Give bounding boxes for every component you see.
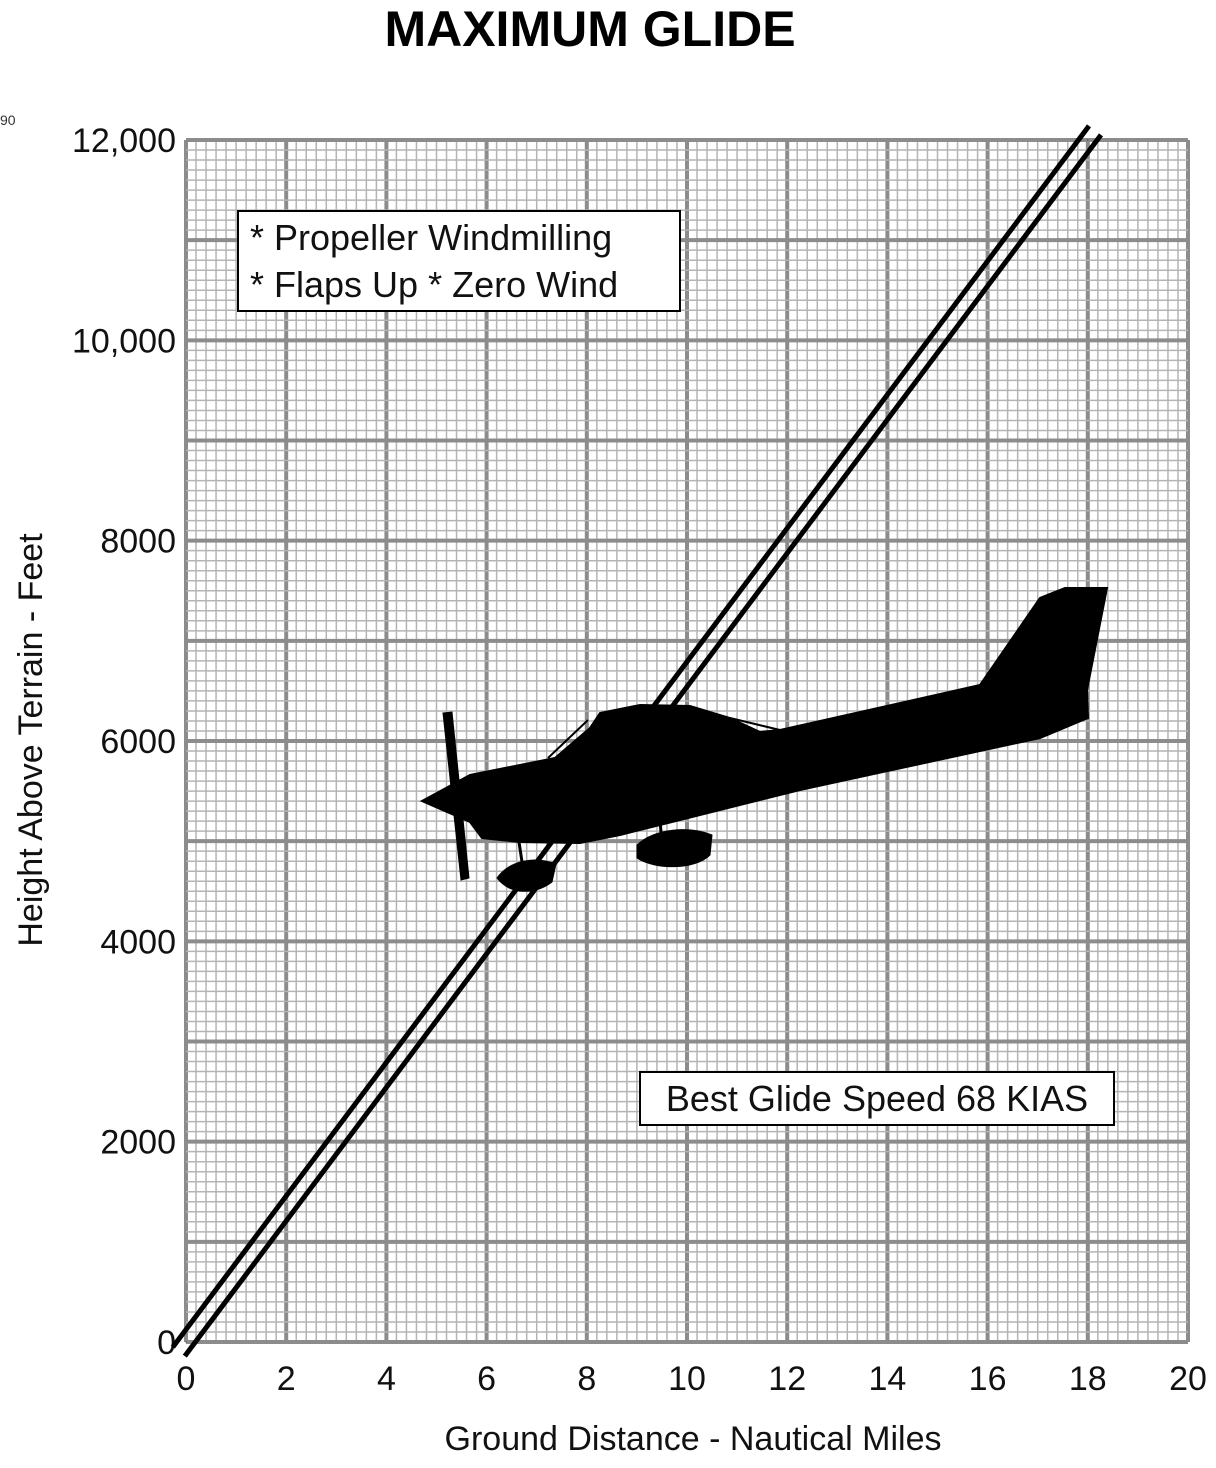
chart-title: MAXIMUM GLIDE bbox=[384, 1, 795, 57]
x-tick-label: 4 bbox=[377, 1360, 396, 1398]
data-point bbox=[185, 1341, 187, 1343]
y-axis-label: Height Above Terrain - Feet bbox=[12, 533, 50, 947]
x-tick-label: 12 bbox=[768, 1360, 806, 1398]
glide-speed-box: Best Glide Speed 68 KIAS bbox=[639, 1071, 1115, 1126]
x-tick-label: 6 bbox=[477, 1360, 496, 1398]
y-tick-label: 0 bbox=[157, 1324, 176, 1362]
y-tick-label: 6000 bbox=[100, 723, 176, 761]
x-tick-label: 14 bbox=[868, 1360, 906, 1398]
x-tick-label: 18 bbox=[1069, 1360, 1107, 1398]
y-tick-label: 4000 bbox=[100, 923, 176, 961]
y-tick-label: 8000 bbox=[100, 523, 176, 561]
y-tick-label: 2000 bbox=[100, 1124, 176, 1162]
airplane-icon bbox=[419, 587, 1109, 892]
x-axis-label: Ground Distance - Nautical Miles bbox=[445, 1420, 942, 1458]
y-tick-label: 12,000 bbox=[72, 122, 176, 160]
x-tick-label: 16 bbox=[969, 1360, 1007, 1398]
x-tick-label: 0 bbox=[177, 1360, 196, 1398]
glide-speed-label: Best Glide Speed 68 KIAS bbox=[666, 1078, 1088, 1119]
y-tick-label: 10,000 bbox=[72, 322, 176, 360]
conditions-line-1: * Propeller Windmilling bbox=[250, 217, 612, 258]
x-tick-label: 20 bbox=[1169, 1360, 1207, 1398]
x-tick-label: 10 bbox=[668, 1360, 706, 1398]
x-tick-label: 2 bbox=[277, 1360, 296, 1398]
x-tick-label: 8 bbox=[577, 1360, 596, 1398]
conditions-box: * Propeller Windmilling * Flaps Up * Zer… bbox=[237, 210, 681, 312]
corner-label: 90 bbox=[0, 112, 16, 128]
data-point bbox=[1087, 139, 1089, 141]
conditions-line-2: * Flaps Up * Zero Wind bbox=[250, 264, 618, 305]
tick-labels: 0 2 4 6 8 10 12 14 16 18 20 0 2000 4000 6000 8000 10,000… bbox=[72, 122, 1207, 1398]
